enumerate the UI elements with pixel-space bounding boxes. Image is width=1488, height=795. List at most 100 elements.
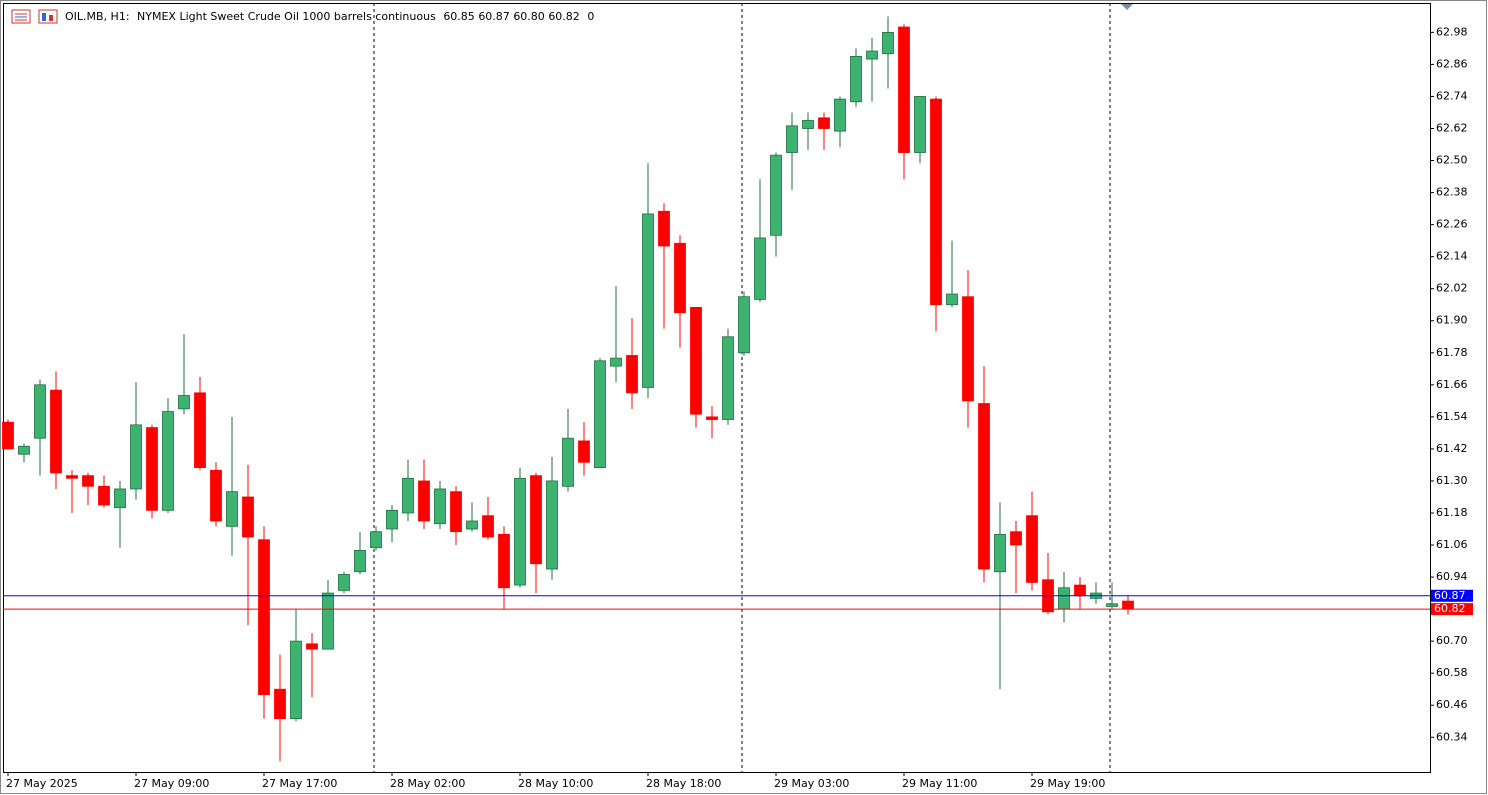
candle-body (354, 549, 366, 573)
y-tick-label: 62.86 (1436, 57, 1468, 70)
candle (898, 24, 910, 180)
candle-body (130, 424, 142, 490)
candle (434, 480, 446, 530)
candle-body (594, 360, 606, 469)
candle (546, 456, 558, 580)
chart-icon[interactable] (38, 9, 58, 24)
candle (50, 371, 62, 489)
x-tick-label: 27 May 2025 (6, 777, 78, 790)
candle (482, 496, 494, 540)
x-tick-label: 27 May 17:00 (262, 777, 337, 790)
chart-header: OIL.MB, H1: NYMEX Light Sweet Crude Oil … (65, 10, 594, 23)
candle-body (2, 421, 14, 450)
candle-body (162, 411, 174, 511)
candle (610, 286, 622, 383)
candle-body (546, 480, 558, 570)
y-tick-label: 62.14 (1436, 250, 1468, 263)
candle-body (738, 296, 750, 354)
y-tick-label: 61.06 (1436, 538, 1468, 551)
candle (306, 633, 318, 698)
candle-body (626, 355, 638, 394)
candle (2, 419, 14, 450)
y-tick-label: 62.26 (1436, 218, 1468, 231)
candle (754, 179, 766, 303)
candle-body (770, 154, 782, 236)
candle-body (194, 392, 206, 469)
x-tick-label: 29 May 11:00 (902, 777, 977, 790)
candle (562, 408, 574, 492)
candle-body (482, 515, 494, 538)
candle (978, 366, 990, 583)
candle (242, 464, 254, 626)
x-tick-label: 28 May 18:00 (646, 777, 721, 790)
candle (818, 112, 830, 150)
y-tick-label: 60.34 (1436, 730, 1468, 743)
ohlc-open: 60.85 (443, 10, 475, 23)
candle (914, 96, 926, 164)
candle (82, 472, 94, 505)
candle-body (50, 389, 62, 474)
y-tick-label: 62.50 (1436, 154, 1468, 167)
candle (386, 504, 398, 543)
candle (1026, 491, 1038, 591)
y-tick-label: 60.94 (1436, 570, 1468, 583)
candle-body (1026, 515, 1038, 583)
candle (66, 470, 78, 513)
y-tick-label: 61.78 (1436, 346, 1468, 359)
candle-body (306, 643, 318, 650)
candle (578, 422, 590, 476)
candle-body (786, 125, 798, 153)
y-tick-label: 60.70 (1436, 634, 1468, 647)
ohlc-close: 60.82 (548, 10, 580, 23)
candle (114, 480, 126, 548)
candle (194, 376, 206, 471)
candle (258, 526, 270, 719)
x-tick-label: 27 May 09:00 (134, 777, 209, 790)
candle-body (450, 491, 462, 533)
candle-body (818, 117, 830, 129)
candle-body (578, 440, 590, 463)
symbol: OIL.MB, H1: (65, 10, 130, 23)
candle-body (466, 520, 478, 530)
candle-body (98, 485, 110, 506)
shift-marker[interactable] (1121, 4, 1133, 10)
candle-body (82, 475, 94, 487)
ohlc-low: 60.80 (513, 10, 545, 23)
y-tick-label: 61.30 (1436, 474, 1468, 487)
candle-body (1074, 584, 1086, 597)
candle (146, 424, 158, 519)
app-icons (11, 9, 58, 24)
candle-body (418, 480, 430, 522)
y-tick-label: 62.98 (1436, 25, 1468, 38)
candle-body (1122, 600, 1134, 610)
candle-body (498, 533, 510, 589)
candle-body (674, 242, 686, 314)
candle (322, 579, 334, 650)
candle (834, 96, 846, 148)
x-tick-label: 28 May 10:00 (518, 777, 593, 790)
candle (930, 96, 942, 332)
candle-body (338, 574, 350, 591)
candle-body (754, 237, 766, 300)
candle-body (658, 210, 670, 247)
y-tick-label: 61.42 (1436, 442, 1468, 455)
candle-body (370, 531, 382, 549)
bid-label-box (1431, 603, 1473, 616)
candle (274, 654, 286, 762)
candle-body (994, 533, 1006, 573)
ohlc-high: 60.87 (478, 10, 510, 23)
x-tick-label: 29 May 19:00 (1030, 777, 1105, 790)
candle-body (962, 296, 974, 402)
candle (594, 358, 606, 469)
candle-body (258, 539, 270, 695)
y-tick-label: 61.18 (1436, 506, 1468, 519)
candle (130, 382, 142, 500)
candle-body (850, 56, 862, 103)
y-tick-label: 62.74 (1436, 89, 1468, 102)
candle (226, 416, 238, 556)
candle-body (530, 475, 542, 565)
candle-body (290, 640, 302, 719)
candle-body (802, 120, 814, 129)
y-tick-label: 62.02 (1436, 282, 1468, 295)
